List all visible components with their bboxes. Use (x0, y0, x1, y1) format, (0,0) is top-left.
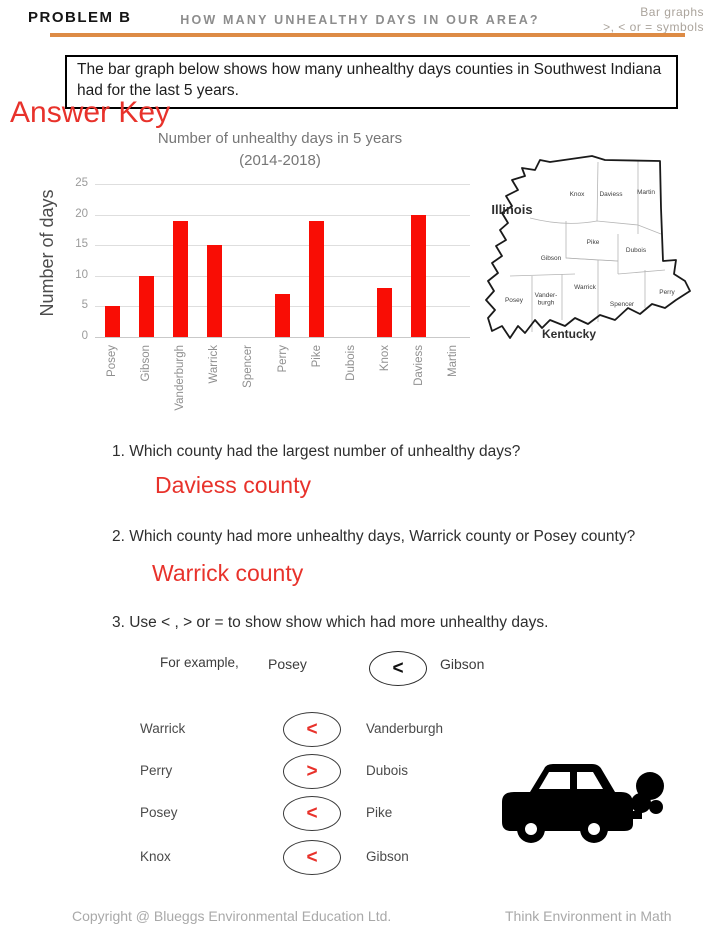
answer-key-heading: Answer Key (10, 96, 171, 129)
bar-gibson (138, 275, 154, 337)
region-label-kentucky: Kentucky (542, 327, 596, 341)
bar-warrick (206, 245, 222, 337)
x-label-gibson: Gibson (140, 345, 153, 382)
y-tick-5: 5 (81, 299, 88, 312)
x-label-posey: Posey (106, 345, 119, 377)
county-label-vander: Vander-burgh (535, 292, 558, 307)
county-borders (509, 161, 666, 332)
example-symbol: < (392, 657, 404, 679)
bar-knox (377, 288, 393, 337)
county-label-gibson: Gibson (541, 255, 562, 262)
footer-brand: Think Environment in Math (505, 908, 672, 924)
chart-subtitle: (2014-2018) (239, 151, 321, 169)
region-label-illinois: Illinois (491, 202, 532, 217)
example-symbol-ellipse: < (369, 651, 427, 686)
header-divider (50, 33, 685, 37)
y-tick-15: 15 (75, 238, 88, 251)
question-3: 3. Use < , > or = to show show which had… (112, 614, 549, 631)
cmp-left-knox: Knox (140, 849, 171, 864)
x-label-dubois: Dubois (344, 345, 357, 381)
x-label-perry: Perry (276, 345, 289, 373)
county-label-knox: Knox (570, 191, 586, 198)
cmp-right-vanderburgh: Vanderburgh (366, 721, 444, 736)
x-label-daviess: Daviess (412, 345, 425, 386)
chart-title: Number of unhealthy days in 5 years (201… (80, 128, 480, 172)
cmp-left-warrick: Warrick (140, 721, 186, 736)
example-prefix: For example, (160, 655, 239, 670)
car-exhaust-icon (492, 750, 672, 852)
answer-1: Daviess county (155, 472, 311, 498)
x-label-vanderburgh: Vanderburgh (174, 345, 187, 411)
cmp-symbol-ellipse-3: < (283, 796, 341, 831)
cmp-symbol-ellipse-4: < (283, 840, 341, 875)
example-right-county: Gibson (440, 656, 485, 672)
gridline-20 (95, 214, 470, 216)
intro-text-box: The bar graph below shows how many unhea… (65, 55, 678, 109)
problem-label: PROBLEM B (28, 9, 132, 26)
topic-label: Bar graphs >, < or = symbols (603, 5, 704, 35)
car-exhaust-svg (502, 764, 664, 843)
county-map: Knox Daviess Martin Pike Dubois Gibson Posey Va… (480, 148, 720, 350)
cmp-left-perry: Perry (140, 763, 173, 778)
county-label-daviess: Daviess (599, 191, 623, 198)
county-label-spencer: Spencer (610, 301, 635, 308)
page-title: HOW MANY UNHEALTHY DAYS IN OUR AREA? (180, 13, 540, 27)
topic-line-1: Bar graphs (640, 5, 704, 19)
county-label-martin: Martin (637, 189, 655, 196)
map-labels: Knox Daviess Martin Pike Dubois Gibson Posey Va… (491, 189, 675, 341)
county-label-warrick: Warrick (574, 284, 597, 291)
cmp-symbol-ellipse-1: < (283, 712, 341, 747)
cmp-right-dubois: Dubois (366, 763, 409, 778)
x-label-martin: Martin (446, 345, 459, 377)
example-left-county: Posey (268, 656, 307, 672)
topic-line-2: >, < or = symbols (603, 20, 704, 34)
x-label-spencer: Spencer (242, 345, 255, 388)
footer-copyright: Copyright @ Blueggs Environmental Educat… (72, 908, 392, 924)
cmp-symbol-ellipse-2: > (283, 754, 341, 789)
cmp-left-posey: Posey (140, 805, 178, 820)
gridline-10 (95, 275, 470, 277)
state-outline (485, 155, 691, 339)
bar-chart-plot (95, 184, 470, 338)
gridline-15 (95, 245, 470, 247)
county-label-posey: Posey (505, 297, 524, 304)
county-label-pike: Pike (587, 239, 600, 246)
chart-title-line: Number of unhealthy days in 5 years (157, 130, 403, 147)
y-tick-25: 25 (75, 177, 88, 189)
county-label-perry: Perry (659, 289, 675, 296)
gridline-25 (95, 184, 470, 185)
bar-vanderburgh (172, 220, 188, 337)
bar-perry (275, 294, 290, 337)
y-tick-20: 20 (75, 207, 88, 220)
bar-daviess (411, 214, 427, 337)
county-label-dubois: Dubois (626, 247, 647, 254)
bar-posey (104, 306, 120, 337)
cmp-right-pike: Pike (366, 805, 393, 820)
y-tick-10: 10 (75, 268, 88, 281)
y-tick-0: 0 (81, 330, 88, 342)
county-map-svg: Knox Daviess Martin Pike Dubois Gibson Posey Va… (485, 155, 691, 341)
x-label-pike: Pike (310, 345, 323, 368)
answer-2: Warrick county (152, 560, 304, 586)
y-axis-title: Number of days (37, 189, 57, 317)
x-label-warrick: Warrick (208, 345, 221, 384)
bar-pike (309, 220, 325, 337)
question-1: 1. Which county had the largest number o… (112, 443, 521, 460)
cmp-right-gibson: Gibson (366, 849, 409, 864)
x-label-knox: Knox (378, 345, 391, 372)
gridline-0 (95, 337, 470, 338)
question-2: 2. Which county had more unhealthy days,… (112, 528, 636, 545)
